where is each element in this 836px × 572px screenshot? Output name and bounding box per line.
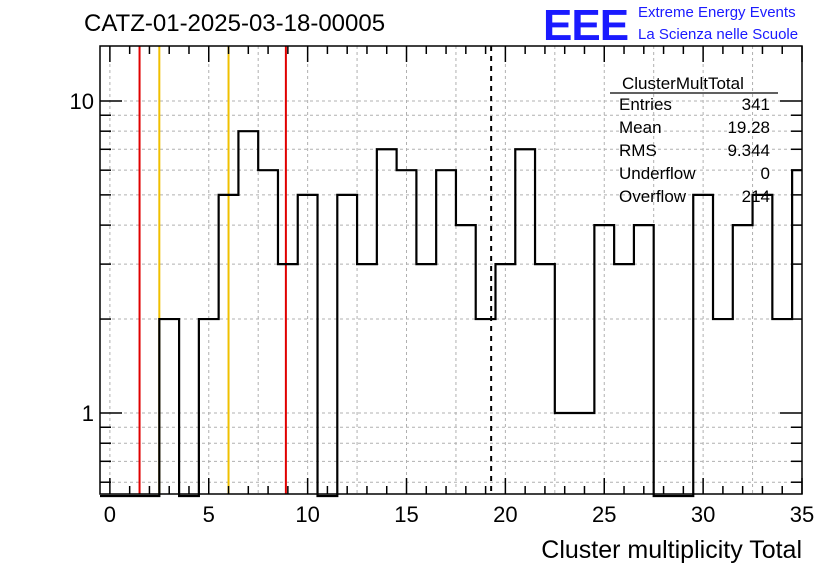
y-tick-label: 10	[70, 89, 94, 114]
x-tick-label: 10	[295, 502, 319, 527]
stats-title: ClusterMultTotal	[622, 74, 744, 93]
x-tick-label: 0	[104, 502, 116, 527]
x-tick-label: 15	[394, 502, 418, 527]
eee-logo: EEE	[543, 1, 629, 50]
histogram-outline	[100, 130, 802, 498]
x-tick-label: 25	[592, 502, 616, 527]
stats-value: 9.344	[727, 141, 770, 160]
logo-line-1: Extreme Energy Events	[638, 4, 796, 21]
stats-value: 341	[742, 95, 770, 114]
stats-label: RMS	[619, 141, 657, 160]
chart-title: CATZ-01-2025-03-18-00005	[84, 10, 386, 37]
x-axis-label: Cluster multiplicity Total	[541, 536, 802, 564]
x-tick-label: 5	[203, 502, 215, 527]
logo-line-2: La Scienza nelle Scuole	[638, 26, 799, 43]
stats-box: ClusterMultTotal Entries 341 Mean 19.28 …	[610, 74, 778, 206]
x-tick-label: 30	[691, 502, 715, 527]
tick-labels: 0 5 10 15 20 25 30 35 1 10	[70, 89, 815, 527]
axis-ticks	[100, 46, 803, 494]
stats-label: Entries	[619, 95, 672, 114]
plot-frame	[99, 45, 803, 495]
stats-value: 19.28	[727, 118, 770, 137]
stats-label: Mean	[619, 118, 662, 137]
y-tick-label: 1	[82, 401, 94, 426]
stats-value: 0	[761, 164, 770, 183]
stats-label: Underflow	[619, 164, 696, 183]
grid-lines	[100, 46, 803, 494]
x-tick-label: 20	[493, 502, 517, 527]
stats-label: Overflow	[619, 187, 687, 206]
x-tick-label: 35	[790, 502, 814, 527]
stats-value: 214	[742, 187, 770, 206]
